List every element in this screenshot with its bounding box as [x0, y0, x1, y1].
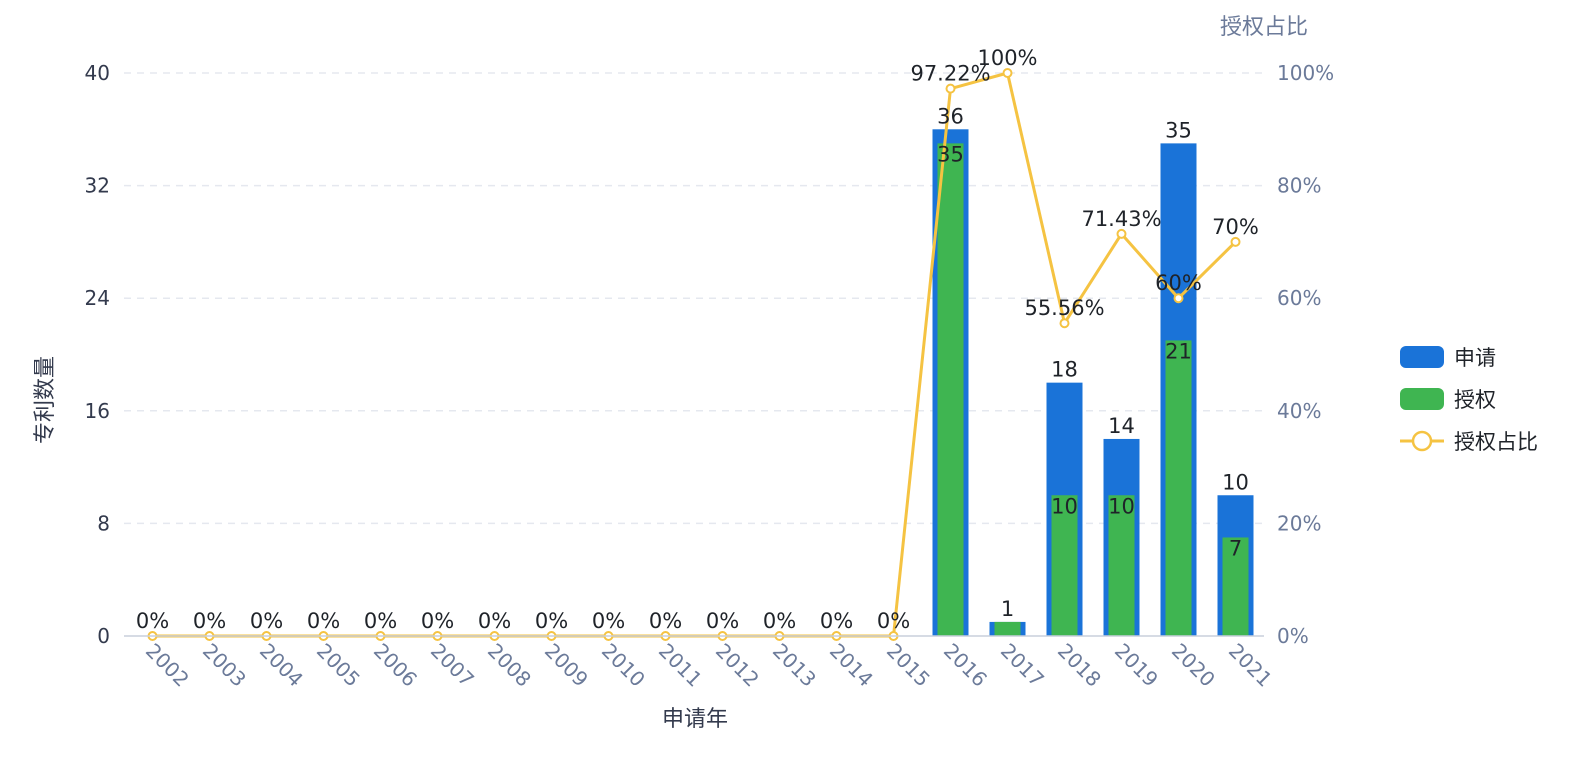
y-tick-label: 32 — [85, 174, 110, 198]
ratio-label: 100% — [977, 46, 1037, 70]
ratio-label: 0% — [478, 609, 511, 633]
x-tick-label: 2018 — [1053, 639, 1106, 692]
x-tick-label: 2014 — [825, 639, 878, 692]
y-axis-title: 专利数量 — [33, 356, 58, 444]
bar-grant-label: 10 — [1051, 494, 1078, 518]
bar-apply-label: 35 — [1165, 118, 1192, 142]
x-axis-title: 申请年 — [662, 707, 728, 732]
bar-grant-label: 35 — [937, 142, 964, 166]
legend-item-ratio[interactable]: 授权占比 — [1400, 430, 1538, 454]
x-tick-label: 2015 — [882, 639, 935, 692]
ratio-label: 0% — [307, 609, 340, 633]
ratio-label: 60% — [1155, 271, 1202, 295]
x-tick-label: 2004 — [255, 639, 308, 692]
legend-label-grant: 授权 — [1454, 388, 1496, 412]
ratio-label: 0% — [535, 609, 568, 633]
ratio-label: 0% — [763, 609, 796, 633]
bar-apply-label: 18 — [1051, 358, 1078, 382]
ratio-label: 0% — [364, 609, 397, 633]
y-tick-label: 24 — [85, 286, 110, 310]
ratio-label: 71.43% — [1081, 207, 1161, 231]
y-tick-label: 0 — [97, 624, 110, 648]
legend-swatch-apply — [1400, 346, 1444, 368]
y-right-tick-label: 0% — [1277, 624, 1309, 648]
y-right-tick-label: 20% — [1277, 511, 1321, 535]
ratio-label: 70% — [1212, 215, 1259, 239]
bar-apply-label: 14 — [1108, 414, 1135, 438]
bar-grant — [1108, 495, 1135, 636]
x-tick-label: 2016 — [939, 639, 992, 692]
bar-apply-label: 36 — [937, 104, 964, 128]
ratio-label: 0% — [421, 609, 454, 633]
legend-label-ratio: 授权占比 — [1454, 430, 1538, 454]
ratio-label: 0% — [136, 609, 169, 633]
ratio-label: 0% — [649, 609, 682, 633]
ratio-point — [1059, 318, 1070, 329]
x-tick-label: 2006 — [369, 639, 422, 692]
bar-grant — [937, 143, 964, 636]
bar-grant — [1165, 340, 1192, 636]
x-tick-label: 2019 — [1110, 639, 1163, 692]
x-tick-label: 2020 — [1167, 639, 1220, 692]
ratio-label: 0% — [250, 609, 283, 633]
x-tick-label: 2012 — [711, 639, 764, 692]
y-right-tick-label: 60% — [1277, 286, 1321, 310]
bar-grant — [1222, 537, 1249, 636]
legend-marker-ratio — [1411, 430, 1433, 452]
ratio-label: 55.56% — [1024, 296, 1104, 320]
legend-label-apply: 申请 — [1454, 346, 1496, 370]
ratio-label: 0% — [706, 609, 739, 633]
ratio-label: 97.22% — [910, 62, 990, 86]
bar-apply-label: 10 — [1222, 470, 1249, 494]
bar-grant — [1051, 495, 1078, 636]
x-tick-label: 2007 — [426, 639, 479, 692]
bar-grant-label: 7 — [1229, 536, 1242, 560]
legend-item-grant[interactable]: 授权 — [1400, 388, 1496, 412]
bar-grant-label: 10 — [1108, 494, 1135, 518]
ratio-label: 0% — [193, 609, 226, 633]
x-tick-label: 2008 — [483, 639, 536, 692]
x-tick-label: 2021 — [1224, 639, 1277, 692]
y-right-tick-label: 100% — [1277, 61, 1334, 85]
x-tick-label: 2002 — [141, 639, 194, 692]
ratio-point — [1116, 228, 1127, 239]
legend: 申请 授权 授权占比 — [1400, 346, 1538, 454]
y-tick-label: 8 — [97, 511, 110, 535]
ratio-point — [1173, 293, 1184, 304]
y-tick-label: 16 — [85, 399, 110, 423]
legend-swatch-grant — [1400, 388, 1444, 410]
ratio-label: 0% — [877, 609, 910, 633]
ratio-label: 0% — [592, 609, 625, 633]
bar-grant-label: 21 — [1165, 339, 1192, 363]
y-right-tick-label: 80% — [1277, 174, 1321, 198]
x-tick-label: 2003 — [198, 639, 251, 692]
bar-apply-label: 1 — [1001, 597, 1014, 621]
bar-grant — [994, 621, 1021, 636]
ratio-point — [945, 83, 956, 94]
y-tick-label: 40 — [85, 61, 110, 85]
x-tick-label: 2013 — [768, 639, 821, 692]
x-tick-label: 2017 — [996, 639, 1049, 692]
x-tick-label: 2011 — [654, 639, 707, 692]
ratio-point — [1002, 68, 1013, 78]
x-tick-label: 2005 — [312, 639, 365, 692]
x-tick-label: 2010 — [597, 639, 650, 692]
x-tick-label: 2009 — [540, 639, 593, 692]
y-right-tick-label: 40% — [1277, 399, 1321, 423]
legend-item-apply[interactable]: 申请 — [1400, 346, 1496, 370]
bars — [932, 129, 1254, 637]
ratio-label: 0% — [820, 609, 853, 633]
y-axis-right-title: 授权占比 — [1220, 15, 1308, 40]
ratio-point — [1230, 236, 1241, 247]
